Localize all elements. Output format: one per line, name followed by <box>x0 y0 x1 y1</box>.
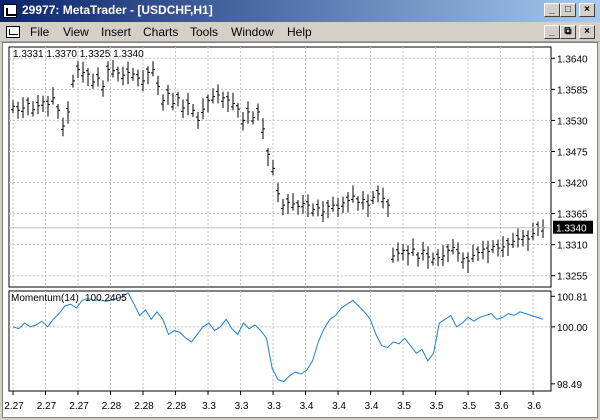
x-tick-label: 2.28 <box>102 401 122 412</box>
momentum-tick-label: 100.81 <box>557 292 588 303</box>
y-tick-label: 1.3365 <box>557 210 588 221</box>
x-tick-label: 2.28 <box>134 401 154 412</box>
x-tick-label: 3.4 <box>300 401 314 412</box>
close-button[interactable]: × <box>579 3 595 17</box>
indicator-value: 100.2405 <box>85 293 127 304</box>
x-tick-label: 3.6 <box>527 401 541 412</box>
chart-window[interactable]: 1.3340 1.3331 1.3370 1.3325 1.3340 Momen… <box>2 42 598 418</box>
menu-file[interactable]: File <box>30 25 50 39</box>
y-tick-label: 1.3255 <box>557 272 588 283</box>
doc-minimize-button[interactable]: _ <box>544 25 560 39</box>
app-chart-icon <box>3 4 17 18</box>
x-tick-label: 2.27 <box>4 401 24 412</box>
menu-charts[interactable]: Charts <box>143 25 179 39</box>
window-title: 29977: MetaTrader - [USDCHF,H1] <box>22 3 213 17</box>
momentum-tick-label: 100.00 <box>557 323 588 334</box>
x-tick-label: 3.4 <box>332 401 346 412</box>
x-tick-label: 3.6 <box>495 401 509 412</box>
x-tick-label: 3.5 <box>462 401 476 412</box>
current-price-tag <box>553 220 593 234</box>
y-tick-label: 1.3420 <box>557 179 588 190</box>
y-tick-label: 1.3585 <box>557 85 588 96</box>
menu-tools[interactable]: Tools <box>190 25 219 39</box>
y-tick-label: 1.3475 <box>557 147 588 158</box>
price-bars <box>11 59 545 273</box>
minimize-button[interactable]: _ <box>544 3 560 17</box>
y-tick-label: 1.3530 <box>557 116 588 127</box>
price-chart[interactable]: 1.3340 1.3331 1.3370 1.3325 1.3340 Momen… <box>3 43 597 417</box>
document-chart-icon[interactable] <box>6 26 20 38</box>
x-tick-label: 3.3 <box>267 401 281 412</box>
maximize-button[interactable]: □ <box>560 3 576 17</box>
doc-restore-button[interactable]: ⧉ <box>560 25 576 39</box>
momentum-line <box>12 292 544 383</box>
doc-close-button[interactable]: × <box>579 25 595 39</box>
menu-view[interactable]: View <box>63 25 89 39</box>
momentum-grid <box>8 290 552 392</box>
x-tick-label: 3.3 <box>202 401 216 412</box>
ohlc-header: 1.3331 1.3370 1.3325 1.3340 <box>13 49 144 60</box>
axes: 2.27 2.27 2.27 2.28 2.28 2.28 3.3 3.3 3.3 3.4 3.4 3… <box>4 54 588 412</box>
momentum-tick-label: 98.49 <box>557 380 582 391</box>
x-tick-label: 2.28 <box>167 401 187 412</box>
price-panel-border <box>8 46 552 288</box>
y-tick-label: 1.3640 <box>557 54 588 65</box>
x-tick-label: 2.27 <box>37 401 57 412</box>
menu-help[interactable]: Help <box>287 25 312 39</box>
x-tick-label: 3.3 <box>235 401 249 412</box>
menu-bar: File View Insert Charts Tools Window Hel… <box>0 22 600 42</box>
x-tick-label: 3.5 <box>430 401 444 412</box>
price-grid <box>8 46 552 288</box>
title-bar[interactable]: 29977: MetaTrader - [USDCHF,H1] _ □ × <box>0 0 600 22</box>
menu-insert[interactable]: Insert <box>101 25 132 39</box>
x-tick-label: 2.27 <box>69 401 89 412</box>
indicator-name: Momentum(14) <box>11 293 79 304</box>
x-tick-label: 3.4 <box>365 401 379 412</box>
x-tick-label: 3.5 <box>397 401 411 412</box>
menu-window[interactable]: Window <box>231 25 274 39</box>
momentum-panel-border <box>8 290 552 392</box>
y-tick-label: 1.3310 <box>557 241 588 252</box>
current-price-label: 1.3340 <box>556 224 587 235</box>
